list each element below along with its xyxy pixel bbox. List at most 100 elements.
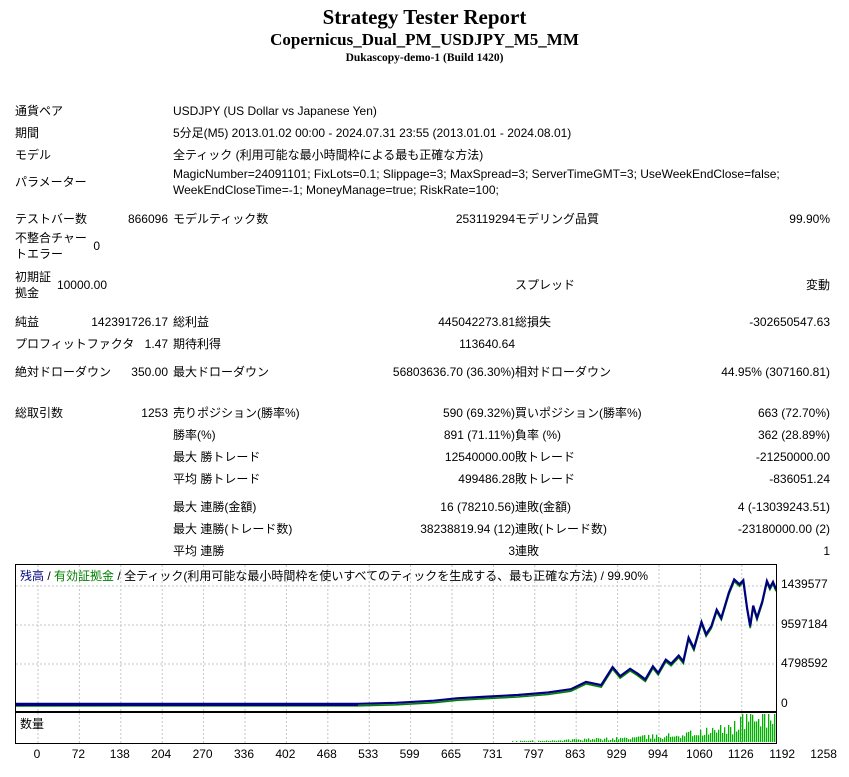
- volume-bar: [646, 738, 648, 742]
- volume-bar: [734, 721, 736, 742]
- report-row: 平均 連勝 3 連敗 1: [0, 540, 849, 562]
- x-axis-label: 1060: [686, 747, 713, 761]
- balance-curve-canvas: [16, 565, 776, 711]
- volume-bar: [622, 738, 624, 742]
- volume-bar: [720, 725, 722, 742]
- row-label: 純益: [15, 315, 40, 329]
- volume-bar: [528, 740, 530, 742]
- volume-bar: [746, 714, 748, 742]
- volume-bar: [546, 740, 548, 742]
- volume-bar: [592, 738, 594, 742]
- row-value: 変動: [805, 278, 830, 292]
- volume-bar: [530, 740, 532, 742]
- volume-bar: [512, 741, 514, 742]
- report-row: 勝率(%) 891 (71.11%) 負率 (%) 362 (28.89%): [0, 424, 849, 446]
- row-value: 4 (-13039243.51): [737, 500, 830, 514]
- row-value: 350.00: [131, 365, 168, 379]
- volume-bar: [596, 738, 598, 742]
- volume-bar: [588, 738, 590, 742]
- legend-model: 全ティック(利用可能な最小時間枠を使いすべてのティックを生成する、最も正確な方法…: [124, 569, 598, 583]
- row-value: 1.47: [144, 337, 168, 351]
- volume-bar: [526, 741, 528, 742]
- row-label: 平均 連勝: [173, 544, 225, 558]
- row-label: 不整合チャートエラー: [15, 231, 87, 261]
- report-cell: 総損失 -302650547.63: [515, 314, 830, 330]
- volume-bar: [678, 736, 680, 742]
- volume-bar: [590, 740, 592, 742]
- volume-bar: [624, 737, 626, 742]
- x-axis-label: 1192: [769, 747, 796, 761]
- volume-bar: [762, 714, 764, 742]
- volume-bar: [744, 729, 746, 742]
- volume-bar: [702, 735, 704, 742]
- volume-bar: [662, 738, 664, 742]
- volume-bar: [594, 739, 596, 742]
- row-value: 16 (78210.56): [440, 500, 515, 514]
- volume-bar: [758, 718, 760, 742]
- report-cell: 総利益 445042273.81: [173, 314, 515, 330]
- report-row: パラメーター MagicNumber=24091101; FixLots=0.1;…: [0, 166, 849, 198]
- report-cell: 最大 連勝(金額) 16 (78210.56): [173, 499, 515, 515]
- volume-bar: [610, 739, 612, 742]
- x-axis-label: 1126: [727, 747, 754, 761]
- page-title: Strategy Tester Report: [322, 5, 527, 29]
- volume-bar: [574, 739, 576, 742]
- volume-bar: [636, 737, 638, 742]
- volume-bar: [580, 739, 582, 742]
- volume-bar: [516, 741, 518, 742]
- volume-bar: [630, 739, 632, 742]
- volume-bar: [608, 740, 610, 742]
- x-axis-label: 994: [647, 747, 669, 761]
- report-row: 最大 勝トレード 12540000.00 敗トレード -21250000.00: [0, 446, 849, 468]
- build-info: Dukascopy-demo-1 (Build 1420): [345, 52, 504, 64]
- volume-bar: [634, 737, 636, 742]
- report-cell: モデル: [15, 147, 168, 163]
- row-label: 総取引数: [15, 406, 64, 420]
- row-label: 買いポジション(勝率%): [515, 406, 642, 420]
- x-axis-label: 336: [233, 747, 255, 761]
- volume-bar: [584, 738, 586, 742]
- volume-bar: [628, 739, 630, 742]
- volume-bar: [522, 741, 524, 742]
- volume-bar: [542, 740, 544, 742]
- report-row: プロフィットファクタ 1.47 期待利得 113640.64: [0, 333, 849, 355]
- row-value: 499486.28: [458, 472, 515, 486]
- row-value: 663 (72.70%): [757, 406, 830, 420]
- row-value: 12540000.00: [444, 450, 515, 464]
- row-label: プロフィットファクタ: [15, 337, 135, 351]
- row-value: 56803636.70 (36.30%): [392, 365, 515, 379]
- volume-bar: [692, 736, 694, 742]
- volume-bar: [732, 734, 734, 742]
- volume-bar: [538, 740, 540, 742]
- report-cell: 売りポジション(勝率%) 590 (69.32%): [173, 405, 515, 421]
- volume-label: 数量: [20, 717, 45, 731]
- row-value: 891 (71.11%): [443, 428, 515, 442]
- volume-bar: [644, 735, 646, 742]
- volume-pane: 数量: [15, 712, 777, 744]
- report-row: テストバー数 866096 モデルティック数 253119294 モデリング品質 99.9…: [0, 208, 849, 230]
- volume-bar: [740, 716, 742, 742]
- volume-bar: [614, 740, 616, 742]
- x-axis-label: 863: [565, 747, 586, 761]
- volume-bar: [754, 721, 756, 742]
- report-row: 純益 142391726.17 総利益 445042273.81 総損失 -3026505…: [0, 311, 849, 333]
- volume-bar: [742, 714, 744, 742]
- volume-bar: [664, 737, 666, 742]
- volume-bar: [556, 740, 558, 742]
- volume-bar: [626, 737, 628, 742]
- row-wide-value: 全ティック (利用可能な最小時間枠による最も正確な方法): [173, 148, 484, 162]
- volume-bar: [694, 735, 696, 742]
- volume-bar: [578, 739, 580, 742]
- row-label: テストバー数: [15, 212, 88, 226]
- row-label: スプレッド: [515, 278, 576, 292]
- row-label: 期間: [15, 126, 40, 140]
- row-value: 0: [93, 239, 100, 253]
- y-axis-label: 0: [781, 696, 788, 711]
- report-cell: 期待利得 113640.64: [173, 336, 515, 352]
- row-value: 142391726.17: [91, 315, 168, 329]
- report-cell: モデリング品質 99.90%: [515, 211, 830, 227]
- volume-bar: [638, 736, 640, 742]
- legend-separator: /: [597, 569, 608, 583]
- report-cell: 不整合チャートエラー 0: [15, 230, 168, 262]
- volume-bar: [696, 735, 698, 742]
